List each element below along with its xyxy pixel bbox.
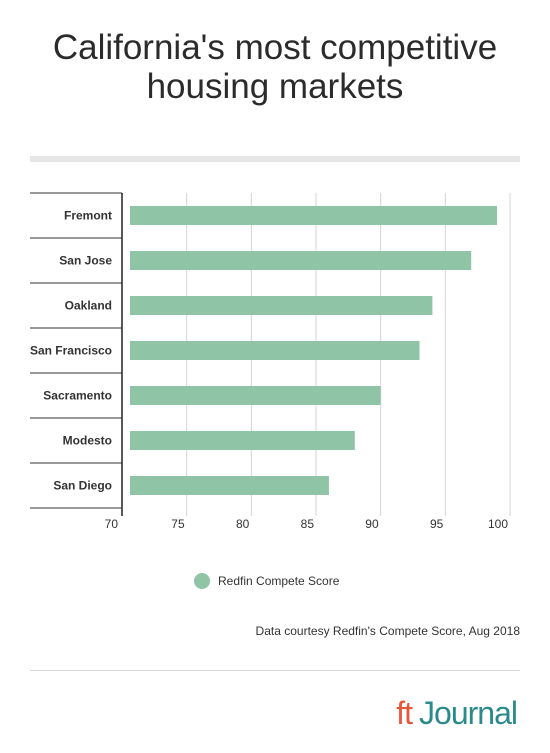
category-label: Sacramento [43, 389, 112, 403]
footer-divider [30, 670, 520, 671]
legend-swatch [194, 573, 210, 589]
bar [130, 386, 381, 405]
x-tick-label: 80 [236, 517, 250, 531]
category-label: San Diego [53, 479, 112, 493]
chart-title: California's most competitive housing ma… [52, 28, 498, 106]
bar [130, 296, 433, 315]
category-label: San Francisco [30, 344, 112, 358]
bar [130, 476, 329, 495]
category-label: San Jose [59, 254, 112, 268]
x-tick-label: 95 [430, 517, 444, 531]
source-note: Data courtesy Redfin's Compete Score, Au… [255, 624, 520, 638]
x-tick-label: 90 [365, 517, 379, 531]
bar [130, 431, 355, 450]
category-label: Modesto [63, 434, 112, 448]
legend-label: Redfin Compete Score [218, 574, 340, 588]
brand-logo-journal: Journal [419, 695, 518, 731]
bar [130, 341, 420, 360]
brand-logo: ft Journal [396, 690, 518, 731]
title-divider [30, 156, 520, 162]
chart-legend: Redfin Compete Score [194, 571, 339, 591]
bar [130, 206, 498, 225]
x-tick-label: 85 [301, 517, 315, 531]
brand-logo-ft: ft [396, 695, 413, 731]
x-tick-label: 75 [171, 517, 185, 531]
x-tick-label: 70 [105, 517, 119, 531]
bar [130, 251, 472, 270]
bar-chart: Fremont San Jose Oakland San Francisco Sacra… [30, 192, 511, 531]
category-label: Oakland [65, 299, 112, 313]
x-tick-label: 100 [488, 517, 508, 531]
category-label: Fremont [64, 209, 112, 223]
